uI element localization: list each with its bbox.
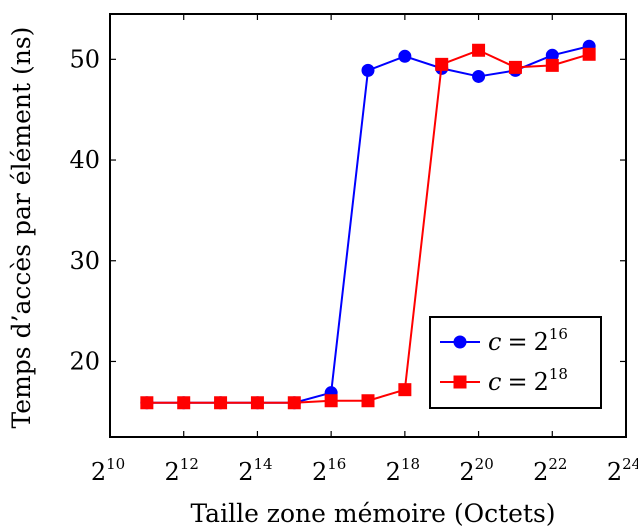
plot-frame xyxy=(109,13,627,438)
y-tick-label: 30 xyxy=(69,247,100,275)
x-axis-label: Taille zone mémoire (Octets) xyxy=(190,499,555,528)
data-point xyxy=(140,396,154,410)
legend-exponent: 18 xyxy=(549,365,568,383)
legend-marker xyxy=(453,335,467,349)
data-point xyxy=(545,58,559,72)
x-tick-base: 2 xyxy=(165,458,180,486)
legend-equals: = xyxy=(507,328,527,356)
legend-exponent: 16 xyxy=(549,325,568,343)
legend-base: 2 xyxy=(534,328,549,356)
y-tick-label: 20 xyxy=(69,347,100,375)
x-tick-label: 216 xyxy=(312,455,346,486)
x-tick-base: 2 xyxy=(238,458,253,486)
legend-item: c = 216 xyxy=(440,325,568,356)
x-tick-exponent: 14 xyxy=(254,455,273,473)
series-layer xyxy=(140,39,596,410)
data-point xyxy=(361,63,375,77)
x-tick-label: 218 xyxy=(386,455,420,486)
y-axis-label: Temps d’accès par élément (ns) xyxy=(7,27,36,429)
x-tick-base: 2 xyxy=(91,458,106,486)
data-point xyxy=(435,57,449,71)
x-tick-base: 2 xyxy=(386,458,401,486)
data-point xyxy=(582,47,596,61)
data-point xyxy=(324,394,338,408)
data-point xyxy=(472,69,486,83)
y-tick-label: 50 xyxy=(69,45,100,73)
x-tick-exponent: 22 xyxy=(548,455,567,473)
data-point xyxy=(361,394,375,408)
legend-label: c = 218 xyxy=(488,365,568,396)
data-point xyxy=(472,43,486,57)
x-tick-label: 224 xyxy=(607,455,638,486)
legend-var: c xyxy=(488,328,501,356)
x-tick-label: 210 xyxy=(91,455,125,486)
x-tick-label: 214 xyxy=(238,455,272,486)
x-tick-base: 2 xyxy=(533,458,548,486)
legend-item: c = 218 xyxy=(440,365,568,396)
x-tick-exponent: 10 xyxy=(106,455,125,473)
x-tick-label: 222 xyxy=(533,455,567,486)
x-tick-exponent: 20 xyxy=(475,455,494,473)
y-tick-label: 40 xyxy=(69,146,100,174)
x-tick-exponent: 16 xyxy=(327,455,346,473)
x-tick-label: 212 xyxy=(165,455,199,486)
x-tick-exponent: 18 xyxy=(401,455,420,473)
x-tick-labels: 210 212 214 216 218 220 222 224 xyxy=(91,455,638,486)
data-point xyxy=(177,396,191,410)
data-point xyxy=(214,396,228,410)
legend-box xyxy=(429,316,602,409)
legend-label: c = 216 xyxy=(488,325,568,356)
data-point xyxy=(398,383,412,397)
legend-base: 2 xyxy=(534,368,549,396)
data-point xyxy=(508,60,522,74)
legend-equals: = xyxy=(507,368,527,396)
x-tick-label: 220 xyxy=(459,455,493,486)
legend-marker xyxy=(453,375,467,389)
data-point xyxy=(398,49,412,63)
x-tick-base: 2 xyxy=(607,458,622,486)
legend-var: c xyxy=(488,368,501,396)
x-tick-exponent: 24 xyxy=(622,455,638,473)
y-tick-labels: 20 30 40 50 xyxy=(69,45,100,375)
data-point xyxy=(287,396,301,410)
series-1 xyxy=(140,43,596,410)
x-tick-base: 2 xyxy=(459,458,474,486)
x-tick-base: 2 xyxy=(312,458,327,486)
x-tick-exponent: 12 xyxy=(180,455,199,473)
data-point xyxy=(250,396,264,410)
